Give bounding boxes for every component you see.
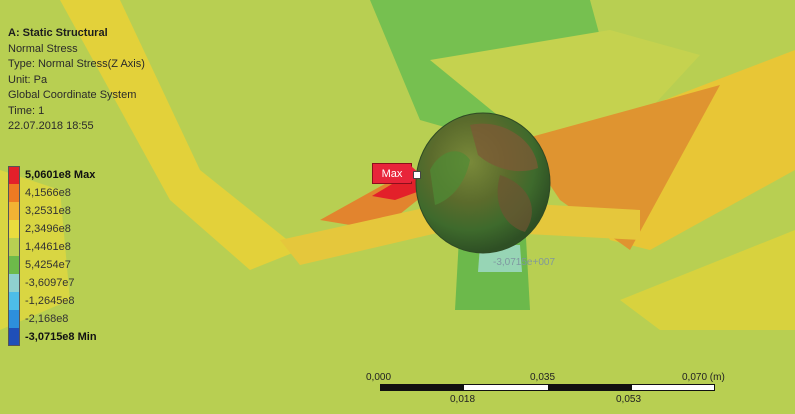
scale-label-end: 0,070 (m) bbox=[682, 372, 725, 383]
legend-label: 3,2531e8 bbox=[25, 205, 71, 217]
result-name: Normal Stress bbox=[8, 42, 78, 55]
scale-label-quarter: 0,018 bbox=[450, 394, 476, 405]
coordinate-system: Global Coordinate System bbox=[8, 89, 137, 101]
legend-swatch bbox=[8, 256, 20, 274]
result-date: 22.07.2018 18:55 bbox=[8, 120, 94, 132]
legend-swatch bbox=[8, 238, 20, 256]
result-time: Time: 1 bbox=[8, 104, 45, 117]
contour-region-yellow-right-lower bbox=[620, 230, 795, 330]
sphere-patch-brown bbox=[470, 123, 538, 172]
legend-label: -2,168e8 bbox=[25, 313, 69, 325]
legend-label-min: -3,0715e8 Min bbox=[25, 331, 97, 343]
scale-bar-segment bbox=[380, 384, 464, 391]
legend-swatches bbox=[8, 166, 20, 346]
contour-region-yellow-left-diag bbox=[60, 0, 300, 270]
legend-label: 5,4254e7 bbox=[25, 259, 71, 271]
legend-label: -3,6097e7 bbox=[25, 277, 75, 289]
legend-labels: 5,0601e8 Max 4,1566e8 3,2531e8 2,3496e8 … bbox=[25, 166, 97, 346]
scale-label-three-quarter: 0,053 bbox=[616, 394, 642, 405]
legend-swatch bbox=[8, 202, 20, 220]
legend-label: 2,3496e8 bbox=[25, 223, 71, 235]
contour-region-orange-right bbox=[520, 85, 720, 250]
result-type: Type: Normal Stress(Z Axis) bbox=[8, 58, 145, 70]
legend-swatch bbox=[8, 310, 20, 328]
legend-swatch bbox=[8, 328, 20, 346]
min-probe-label[interactable]: -3,0715e+007 bbox=[493, 257, 556, 268]
scale-bar-segment bbox=[548, 384, 632, 391]
analysis-title: A: Static Structural bbox=[8, 27, 108, 39]
legend-label: 1,4461e8 bbox=[25, 241, 71, 253]
legend-label-max: 5,0601e8 Max bbox=[25, 169, 96, 181]
sphere-patch-green bbox=[430, 151, 470, 205]
max-probe-point[interactable] bbox=[413, 171, 421, 179]
sphere-patch-brown-lower bbox=[497, 175, 532, 232]
legend-swatch bbox=[8, 184, 20, 202]
legend-swatch bbox=[8, 166, 20, 184]
legend-swatch bbox=[8, 220, 20, 238]
result-unit: Unit: Pa bbox=[8, 73, 48, 86]
result-info-panel: A: Static Structural Normal Stress Type:… bbox=[8, 26, 238, 135]
max-probe-label[interactable]: Max bbox=[372, 163, 420, 184]
legend-swatch bbox=[8, 292, 20, 310]
scale-label-mid: 0,035 bbox=[530, 372, 556, 383]
scale-label-start: 0,000 bbox=[366, 372, 392, 383]
legend-swatch bbox=[8, 274, 20, 292]
contour-region-yellow-band-lower bbox=[280, 200, 640, 265]
legend-label: 4,1566e8 bbox=[25, 187, 71, 199]
legend-label: -1,2645e8 bbox=[25, 295, 75, 307]
